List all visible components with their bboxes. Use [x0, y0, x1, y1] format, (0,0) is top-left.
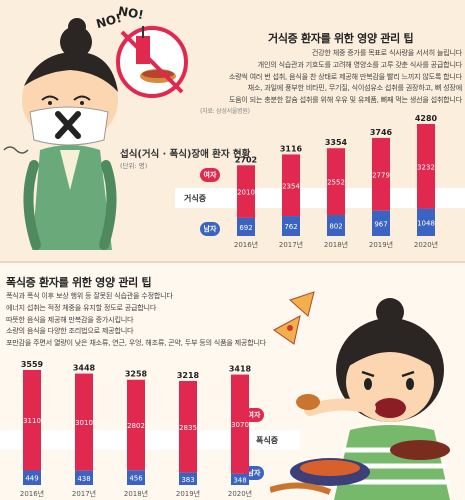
total-label-2: 3258 — [125, 370, 148, 379]
bar-male-4 — [231, 473, 249, 485]
female-value-4: 3070 — [231, 421, 249, 429]
x-tick-label-0: 2016년 — [20, 489, 44, 498]
top-chart-unit: (단위: 명) — [120, 162, 148, 170]
bar-male-1 — [282, 216, 300, 236]
top-chart: 2702 2010 692 2016년 3116 2354 762 2017년 3354 2552… — [234, 114, 438, 249]
x-tick-label-1: 2017년 — [72, 489, 96, 498]
bottom-chart: 3559 3110 449 2016년 3448 3010 438 2017년 3258 2802… — [20, 360, 252, 498]
bottom-tip-2: 에너지 섭취는 적정 체중을 유지할 정도로 공급합니다 — [6, 302, 157, 312]
top-tip-2: 개인의 식습관과 기호도를 고려해 영양소를 고루 갖춘 식사를 공급합니다 — [257, 59, 463, 69]
bar-male-1 — [75, 470, 93, 485]
bar-female-4 — [417, 124, 435, 209]
x-tick-label-2: 2018년 — [324, 240, 348, 249]
bar-female-0 — [23, 370, 41, 471]
total-label-4: 3418 — [229, 365, 252, 374]
top-band-label: 거식증 — [184, 194, 207, 203]
male-value-0: 692 — [239, 224, 252, 232]
bottom-tip-1: 폭식과 폭식 이후 보상 행위 등 잘못된 식습관을 수정합니다 — [6, 291, 173, 300]
male-value-3: 383 — [181, 476, 194, 484]
top-tips: 건강한 체중 증가를 목표로 식사량을 서서히 늘립니다 개인의 식습관과 기호… — [200, 47, 462, 118]
x-tick-label-3: 2019년 — [176, 489, 200, 498]
total-label-3: 3746 — [370, 128, 393, 137]
bar-male-3 — [372, 210, 390, 236]
x-tick-label-1: 2017년 — [279, 240, 303, 249]
top-section-title: 거식증 환자를 위한 영양 관리 팁 — [268, 32, 414, 45]
bottom-section-title: 폭식증 환자를 위한 영양 관리 팁 — [6, 276, 152, 289]
bar-male-3 — [179, 472, 197, 485]
bar-female-4 — [231, 374, 249, 474]
x-tick-label-3: 2019년 — [369, 240, 393, 249]
female-value-3: 2835 — [179, 424, 197, 432]
bottom-tips: 폭식과 폭식 이후 보상 행위 등 잘못된 식습관을 수정합니다 에너지 섭취는… — [6, 290, 306, 349]
total-label-1: 3448 — [73, 364, 96, 373]
bar-female-2 — [127, 379, 145, 471]
female-value-1: 3010 — [75, 419, 93, 427]
bar-female-1 — [75, 373, 93, 471]
anorexia-girl-illustration — [3, 18, 188, 250]
bar-male-4 — [417, 208, 435, 236]
female-value-4: 3232 — [417, 163, 435, 171]
male-value-4: 348 — [233, 476, 246, 484]
bar-female-3 — [372, 137, 390, 211]
total-label-4: 4280 — [415, 114, 438, 123]
bar-male-2 — [127, 470, 145, 485]
male-value-2: 456 — [129, 475, 143, 483]
total-label-3: 3218 — [177, 371, 200, 380]
top-legend-male: 남자 — [200, 222, 220, 236]
total-label-1: 3116 — [280, 144, 303, 153]
top-tip-5: 도움이 되는 충분한 칼슘 섭취를 위해 우유 및 유제품, 뼈째 먹는 생선을… — [228, 95, 462, 105]
male-value-1: 762 — [284, 223, 297, 231]
female-value-3: 2779 — [372, 171, 390, 179]
bar-female-0 — [237, 165, 255, 218]
bar-male-2 — [327, 215, 345, 236]
x-tick-label-4: 2020년 — [414, 240, 438, 249]
male-value-1: 438 — [77, 475, 90, 483]
bottom-tip-4: 소량의 음식을 다양한 조리법으로 제공합니다 — [6, 326, 134, 336]
female-value-2: 2552 — [327, 179, 345, 187]
total-label-2: 3354 — [325, 138, 348, 147]
section-divider — [0, 261, 465, 263]
male-value-4: 1048 — [417, 219, 435, 227]
top-chart-title: 섭식(거식 · 폭식)장애 환자 현황 — [120, 149, 251, 160]
male-value-0: 449 — [25, 475, 38, 483]
female-value-0: 3110 — [23, 417, 41, 425]
bar-female-2 — [327, 148, 345, 216]
x-tick-label-2: 2018년 — [124, 489, 148, 498]
bar-male-0 — [237, 217, 255, 236]
male-value-3: 967 — [374, 220, 387, 228]
top-tip-3: 소량씩 여러 번 섭취, 음식을 찬 상태로 제공해 만복감을 빨리 느끼지 않… — [228, 71, 462, 81]
female-value-1: 2354 — [282, 182, 300, 190]
male-value-2: 802 — [329, 223, 342, 231]
female-value-0: 2010 — [237, 189, 255, 197]
x-tick-label-4: 2020년 — [228, 489, 252, 498]
bar-female-1 — [282, 154, 300, 217]
bulimia-girl-illustration — [270, 291, 450, 500]
total-label-0: 2702 — [235, 155, 257, 164]
x-tick-label-0: 2016년 — [234, 240, 258, 249]
bottom-tip-5: 포만감을 주면서 열량이 낮은 채소류, 연근, 우엉, 해조류, 곤약, 두부… — [6, 338, 267, 348]
total-label-0: 3559 — [21, 360, 44, 369]
top-tip-4: 채소, 과일에 풍부한 비타민, 무기질, 식이섬유소 섭취를 권장하고, 뼈 … — [247, 83, 463, 93]
top-source: (자료: 삼성서울병원) — [200, 107, 250, 115]
bottom-band-label: 폭식증 — [256, 436, 279, 445]
bar-female-3 — [179, 381, 197, 473]
top-tip-1: 건강한 체중 증가를 목표로 식사량을 서서히 늘립니다 — [311, 48, 462, 57]
bar-male-0 — [23, 470, 41, 485]
bottom-tip-3: 따뜻한 음식을 제공해 만복감을 증가시킵니다 — [6, 314, 134, 324]
female-value-2: 2802 — [127, 422, 145, 430]
top-legend-female: 여자 — [200, 168, 220, 182]
